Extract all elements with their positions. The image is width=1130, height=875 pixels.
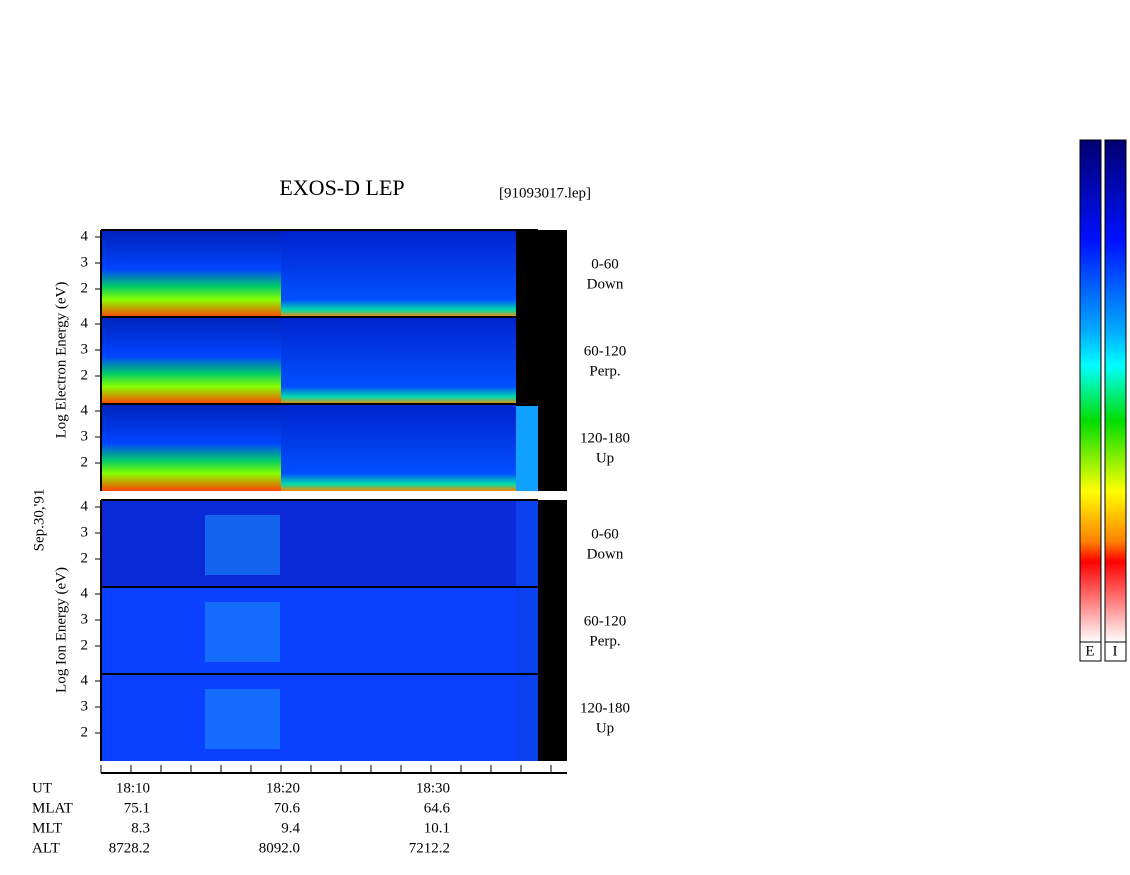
colorbar-label-box — [1079, 641, 1102, 662]
y-tick-label: 3 — [81, 524, 89, 540]
table-cell: 10.1 — [424, 820, 450, 836]
spectrogram — [101, 317, 281, 404]
colorbar-label: E — [1085, 643, 1094, 659]
ion-axis-label: Log Ion Energy (eV) — [53, 567, 69, 693]
angle-label: 120-180 — [580, 700, 630, 716]
file-name: [91093017.lep] — [499, 185, 591, 201]
spectrogram — [281, 230, 516, 317]
colorbar-i — [1104, 139, 1127, 643]
table-cell: 64.6 — [424, 800, 451, 816]
table-cell: 70.6 — [274, 800, 301, 816]
panel-blank — [516, 230, 567, 317]
angle-label: 60-120 — [584, 343, 627, 359]
electron-axis-label: Log Electron Energy (eV) — [53, 282, 69, 439]
spectrogram — [281, 404, 516, 491]
table-cell: 18:30 — [416, 780, 450, 796]
y-tick-label: 4 — [81, 228, 89, 244]
angle-label: 0-60 — [591, 526, 619, 542]
title: EXOS-D LEP — [279, 175, 404, 200]
row-label: MLAT — [32, 800, 73, 816]
angle-label: 60-120 — [584, 613, 627, 629]
table-cell: 8092.0 — [259, 840, 300, 856]
direction-label: Down — [587, 546, 624, 562]
y-tick-label: 4 — [81, 585, 89, 601]
y-tick-label: 3 — [81, 428, 89, 444]
row-label: MLT — [32, 820, 62, 836]
spectrogram — [101, 674, 516, 761]
colorbar-label-box — [1104, 641, 1127, 662]
y-tick-label: 3 — [81, 611, 89, 627]
y-tick-label: 2 — [81, 280, 89, 296]
spectrogram — [516, 406, 538, 491]
y-tick-label: 3 — [81, 254, 89, 270]
panel-blank — [516, 317, 567, 404]
y-tick-label: 2 — [81, 724, 89, 740]
y-tick-label: 4 — [81, 498, 89, 514]
y-tick-label: 2 — [81, 367, 89, 383]
spectrogram — [101, 230, 281, 317]
spectrogram — [101, 500, 516, 587]
direction-label: Up — [596, 720, 614, 736]
spectrogram — [281, 317, 516, 404]
y-tick-label: 4 — [81, 315, 89, 331]
spectrogram — [516, 500, 538, 587]
date: Sep.30,'91 — [31, 489, 47, 552]
spectrogram — [205, 689, 280, 749]
y-tick-label: 4 — [81, 402, 89, 418]
y-tick-label: 3 — [81, 698, 89, 714]
table-cell: 75.1 — [124, 800, 150, 816]
colorbar-label: I — [1113, 643, 1118, 659]
direction-label: Perp. — [589, 363, 620, 379]
y-tick-label: 2 — [81, 637, 89, 653]
direction-label: Perp. — [589, 633, 620, 649]
row-label: ALT — [32, 840, 60, 856]
spectrogram — [101, 587, 516, 674]
spectrogram — [205, 515, 280, 575]
spectrogram — [205, 602, 280, 662]
y-tick-label: 2 — [81, 550, 89, 566]
table-cell: 7212.2 — [409, 840, 450, 856]
angle-label: 0-60 — [591, 256, 619, 272]
table-cell: 18:10 — [116, 780, 150, 796]
spectrogram — [101, 404, 281, 491]
table-cell: 18:20 — [266, 780, 300, 796]
angle-label: 120-180 — [580, 430, 630, 446]
y-tick-label: 4 — [81, 672, 89, 688]
table-cell: 8.3 — [131, 820, 150, 836]
direction-label: Down — [587, 276, 624, 292]
y-tick-label: 3 — [81, 341, 89, 357]
colorbar-e — [1079, 139, 1102, 643]
direction-label: Up — [596, 450, 614, 466]
y-tick-label: 2 — [81, 454, 89, 470]
row-label: UT — [32, 780, 52, 796]
table-cell: 8728.2 — [109, 840, 150, 856]
spectrogram — [516, 587, 538, 674]
table-cell: 9.4 — [281, 820, 300, 836]
spectrogram — [516, 674, 538, 761]
